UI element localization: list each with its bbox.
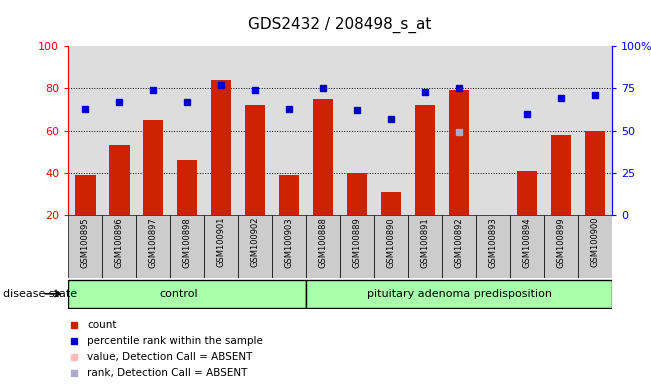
Bar — [585, 131, 605, 215]
Bar — [306, 215, 340, 278]
Text: GSM100894: GSM100894 — [523, 217, 531, 268]
Bar — [238, 215, 272, 278]
Bar — [415, 105, 436, 215]
Text: rank, Detection Call = ABSENT: rank, Detection Call = ABSENT — [87, 368, 248, 379]
Bar — [544, 215, 578, 278]
Text: GSM100897: GSM100897 — [149, 217, 158, 268]
Text: GSM100896: GSM100896 — [115, 217, 124, 268]
Bar — [578, 215, 612, 278]
Bar — [143, 120, 163, 215]
Text: GSM100889: GSM100889 — [353, 217, 362, 268]
Text: GSM100899: GSM100899 — [557, 217, 566, 268]
Bar — [109, 146, 130, 215]
Bar — [68, 280, 306, 308]
Bar — [476, 215, 510, 278]
Bar — [272, 215, 306, 278]
Bar — [136, 215, 171, 278]
Text: GSM100902: GSM100902 — [251, 217, 260, 267]
Bar — [517, 170, 537, 215]
Bar — [408, 215, 442, 278]
Text: percentile rank within the sample: percentile rank within the sample — [87, 336, 263, 346]
Bar — [102, 215, 136, 278]
Text: GSM100901: GSM100901 — [217, 217, 226, 267]
Bar — [75, 175, 96, 215]
Bar — [510, 215, 544, 278]
Bar — [449, 91, 469, 215]
Bar — [177, 160, 197, 215]
Bar — [245, 105, 266, 215]
Bar — [347, 173, 367, 215]
Bar — [374, 215, 408, 278]
Text: GDS2432 / 208498_s_at: GDS2432 / 208498_s_at — [249, 17, 432, 33]
Text: GSM100890: GSM100890 — [387, 217, 396, 268]
Text: GSM100888: GSM100888 — [318, 217, 327, 268]
Bar — [204, 215, 238, 278]
Text: pituitary adenoma predisposition: pituitary adenoma predisposition — [367, 289, 551, 299]
Text: GSM100898: GSM100898 — [183, 217, 192, 268]
Bar — [306, 280, 612, 308]
Bar — [340, 215, 374, 278]
Bar — [68, 215, 102, 278]
Bar — [551, 135, 571, 215]
Text: value, Detection Call = ABSENT: value, Detection Call = ABSENT — [87, 352, 253, 362]
Text: GSM100892: GSM100892 — [454, 217, 464, 268]
Text: disease state: disease state — [3, 289, 77, 299]
Bar — [171, 215, 204, 278]
Text: GSM100893: GSM100893 — [488, 217, 497, 268]
Text: GSM100903: GSM100903 — [284, 217, 294, 268]
Text: control: control — [159, 289, 198, 299]
Bar — [211, 80, 232, 215]
Bar — [279, 175, 299, 215]
Bar — [313, 99, 333, 215]
Text: count: count — [87, 320, 117, 330]
Bar — [442, 215, 476, 278]
Text: GSM100900: GSM100900 — [590, 217, 600, 267]
Text: GSM100895: GSM100895 — [81, 217, 90, 268]
Text: GSM100891: GSM100891 — [421, 217, 430, 268]
Bar — [381, 192, 401, 215]
